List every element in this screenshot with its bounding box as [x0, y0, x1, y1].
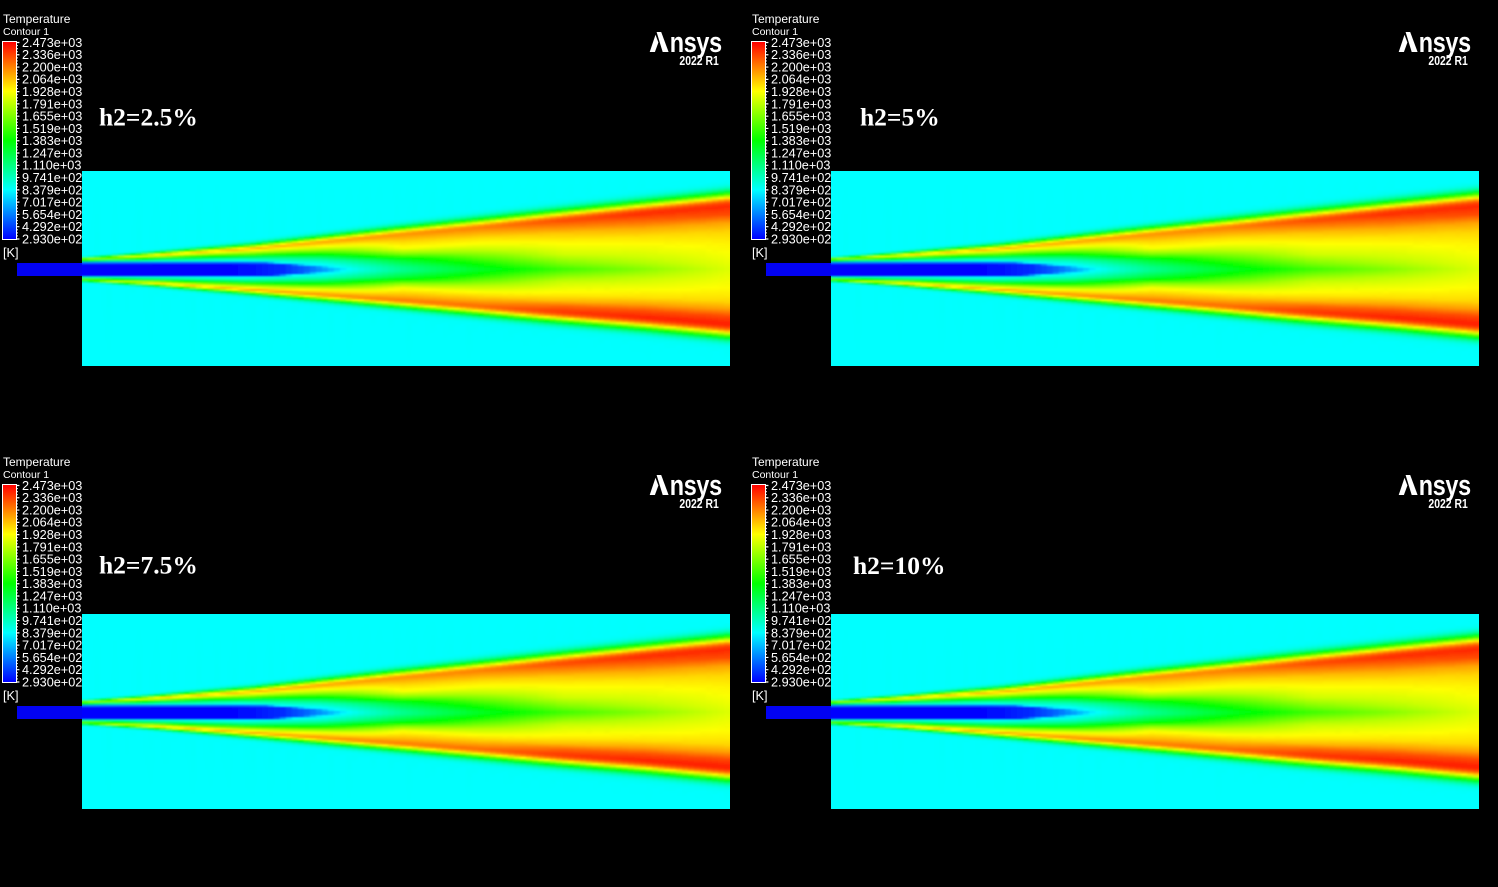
svg-text:h2=7.5%: h2=7.5% — [99, 551, 198, 580]
svg-text:h2=2.5%: h2=2.5% — [99, 103, 198, 132]
svg-text:h2=10%: h2=10% — [853, 551, 945, 580]
svg-text:h2=5%: h2=5% — [860, 103, 940, 132]
